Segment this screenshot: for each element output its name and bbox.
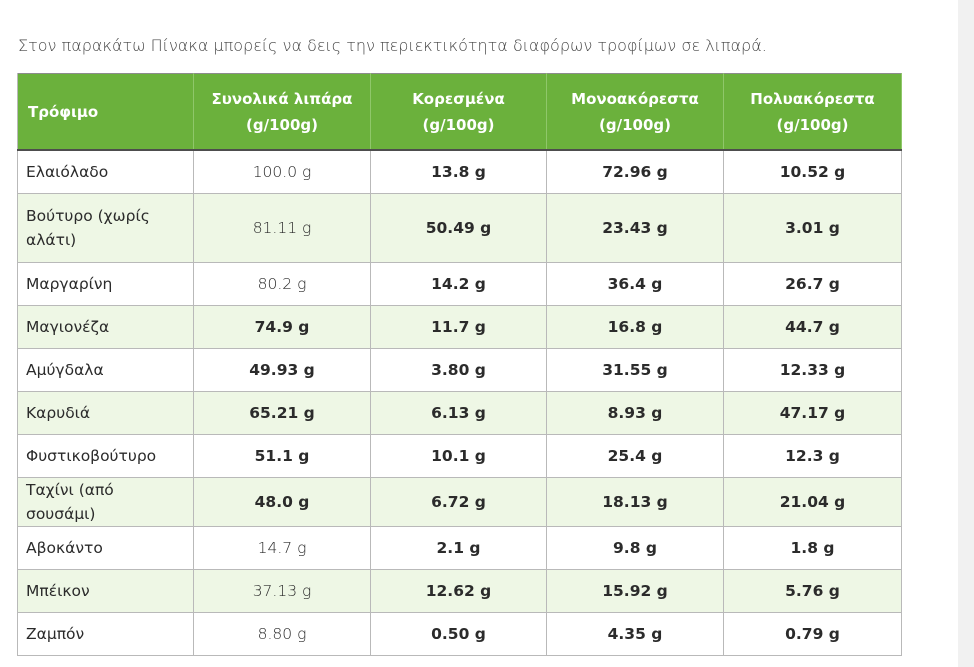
cell-food: Φυστικοβούτυρο [17, 434, 194, 478]
cell-total: 14.7 g [193, 526, 371, 570]
cell-mono: 4.35 g [546, 612, 724, 656]
cell-total: 65.21 g [193, 391, 371, 435]
cell-saturated: 6.72 g [370, 477, 547, 527]
cell-mono: 36.4 g [546, 262, 724, 306]
table-row: Βούτυρο (χωρίς αλάτι) 81.11 g 50.49 g 23… [17, 193, 902, 263]
intro-text: Στον παρακάτω Πίνακα μπορείς να δεις την… [18, 36, 767, 55]
table-header-row: Τρόφιμο Συνολικά λιπάρα (g/100g) Κορεσμέ… [17, 73, 902, 150]
cell-saturated: 11.7 g [370, 305, 547, 349]
table-row: Καρυδιά 65.21 g 6.13 g 8.93 g 47.17 g [17, 391, 902, 435]
table-row: Μαργαρίνη 80.2 g 14.2 g 36.4 g 26.7 g [17, 262, 902, 306]
cell-mono: 9.8 g [546, 526, 724, 570]
header-saturated: Κορεσμένα (g/100g) [370, 73, 547, 150]
cell-poly: 12.3 g [723, 434, 902, 478]
cell-saturated: 12.62 g [370, 569, 547, 613]
cell-saturated: 50.49 g [370, 193, 547, 263]
cell-mono: 8.93 g [546, 391, 724, 435]
cell-saturated: 6.13 g [370, 391, 547, 435]
header-monounsaturated: Μονοακόρεστα (g/100g) [546, 73, 724, 150]
header-food: Τρόφιμο [17, 73, 194, 150]
table-row: Ταχίνι (από σουσάμι) 48.0 g 6.72 g 18.13… [17, 477, 902, 527]
header-polyunsaturated: Πολυακόρεστα (g/100g) [723, 73, 902, 150]
cell-poly: 21.04 g [723, 477, 902, 527]
cell-food: Καρυδιά [17, 391, 194, 435]
cell-mono: 15.92 g [546, 569, 724, 613]
scrollbar-track[interactable] [958, 0, 974, 667]
cell-food: Βούτυρο (χωρίς αλάτι) [17, 193, 194, 263]
cell-food: Μπέικον [17, 569, 194, 613]
cell-food: Αμύγδαλα [17, 348, 194, 392]
table-row: Φυστικοβούτυρο 51.1 g 10.1 g 25.4 g 12.3… [17, 434, 902, 478]
cell-total: 81.11 g [193, 193, 371, 263]
cell-total: 51.1 g [193, 434, 371, 478]
cell-poly: 10.52 g [723, 149, 902, 194]
cell-food: Ταχίνι (από σουσάμι) [17, 477, 194, 527]
table-row: Μαγιονέζα 74.9 g 11.7 g 16.8 g 44.7 g [17, 305, 902, 349]
cell-total: 80.2 g [193, 262, 371, 306]
header-total-fat: Συνολικά λιπάρα (g/100g) [193, 73, 371, 150]
cell-poly: 3.01 g [723, 193, 902, 263]
cell-total: 49.93 g [193, 348, 371, 392]
cell-saturated: 2.1 g [370, 526, 547, 570]
cell-total: 8.80 g [193, 612, 371, 656]
cell-mono: 25.4 g [546, 434, 724, 478]
cell-total: 37.13 g [193, 569, 371, 613]
cell-poly: 12.33 g [723, 348, 902, 392]
table-row: Ελαιόλαδο 100.0 g 13.8 g 72.96 g 10.52 g [17, 149, 902, 194]
cell-poly: 1.8 g [723, 526, 902, 570]
cell-saturated: 13.8 g [370, 149, 547, 194]
cell-saturated: 14.2 g [370, 262, 547, 306]
cell-poly: 44.7 g [723, 305, 902, 349]
table-row: Ζαμπόν 8.80 g 0.50 g 4.35 g 0.79 g [17, 612, 902, 656]
table-row: Μπέικον 37.13 g 12.62 g 15.92 g 5.76 g [17, 569, 902, 613]
cell-food: Αβοκάντο [17, 526, 194, 570]
cell-poly: 0.79 g [723, 612, 902, 656]
cell-food: Μαγιονέζα [17, 305, 194, 349]
cell-total: 100.0 g [193, 149, 371, 194]
cell-mono: 23.43 g [546, 193, 724, 263]
cell-poly: 5.76 g [723, 569, 902, 613]
cell-total: 74.9 g [193, 305, 371, 349]
table-row: Αμύγδαλα 49.93 g 3.80 g 31.55 g 12.33 g [17, 348, 902, 392]
cell-poly: 26.7 g [723, 262, 902, 306]
cell-food: Ελαιόλαδο [17, 149, 194, 194]
table-row: Αβοκάντο 14.7 g 2.1 g 9.8 g 1.8 g [17, 526, 902, 570]
cell-poly: 47.17 g [723, 391, 902, 435]
cell-food: Ζαμπόν [17, 612, 194, 656]
cell-mono: 31.55 g [546, 348, 724, 392]
cell-food: Μαργαρίνη [17, 262, 194, 306]
fat-content-table: Τρόφιμο Συνολικά λιπάρα (g/100g) Κορεσμέ… [17, 73, 902, 656]
cell-saturated: 0.50 g [370, 612, 547, 656]
cell-saturated: 3.80 g [370, 348, 547, 392]
cell-mono: 16.8 g [546, 305, 724, 349]
cell-saturated: 10.1 g [370, 434, 547, 478]
cell-total: 48.0 g [193, 477, 371, 527]
cell-mono: 18.13 g [546, 477, 724, 527]
cell-mono: 72.96 g [546, 149, 724, 194]
